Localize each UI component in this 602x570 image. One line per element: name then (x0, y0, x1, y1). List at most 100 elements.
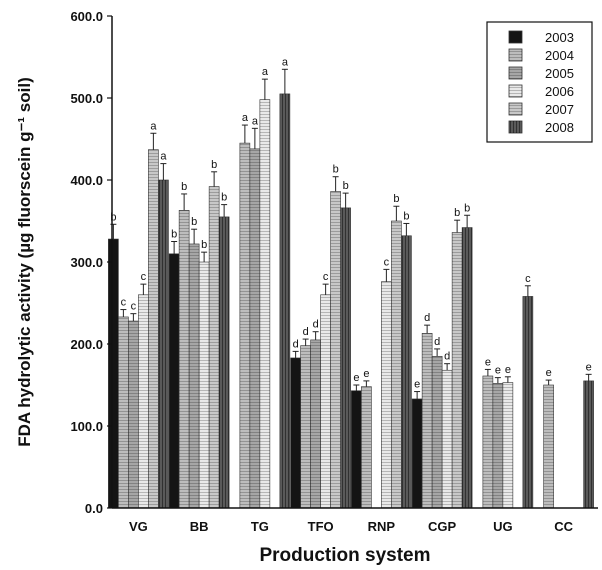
significance-label: b (221, 192, 227, 204)
bar-VG-2003 (108, 238, 119, 509)
significance-label: d (303, 326, 309, 338)
significance-label: d (424, 312, 430, 324)
legend-swatch-texture (509, 103, 522, 115)
bar-texture (279, 93, 290, 509)
y-tick-label: 200.0 (70, 337, 103, 352)
x-tick-label: CC (554, 519, 573, 534)
bar-texture (310, 339, 321, 508)
x-tick-labels: VG BB TG TFO RNP CGP UG CC (129, 519, 574, 534)
significance-label: b (343, 180, 349, 192)
legend-label-2004: 2004 (545, 48, 574, 63)
significance-label: a (252, 115, 259, 127)
bar-texture (330, 191, 341, 509)
significance-label: c (525, 273, 531, 285)
legend-label-2008: 2008 (545, 120, 574, 135)
bar-texture (148, 149, 159, 508)
legend: 2003 2004 2005 2006 2007 2008 (486, 21, 593, 143)
significance-label: e (485, 356, 491, 368)
significance-label: b (171, 229, 177, 241)
y-tick-label: 100.0 (70, 419, 103, 434)
bar-texture (340, 207, 351, 508)
legend-swatch-texture (509, 121, 522, 133)
bar-texture (219, 216, 230, 508)
legend-swatch-texture (509, 67, 522, 79)
significance-label: a (242, 112, 249, 124)
legend-label-2007: 2007 (545, 102, 574, 117)
legend-swatch-texture (509, 49, 522, 61)
bar-RNP-2003 (351, 390, 362, 509)
bar-texture (179, 210, 190, 508)
bar-texture (391, 221, 402, 508)
bar-texture (361, 386, 372, 508)
significance-label: c (141, 271, 147, 283)
bar-TFO-2003 (290, 357, 301, 509)
y-tick-label: 500.0 (70, 91, 103, 106)
bar-texture (209, 186, 220, 508)
significance-label: b (454, 207, 460, 219)
bar-texture (583, 380, 594, 508)
axes (107, 15, 598, 509)
bar-texture (138, 294, 149, 508)
significance-label: b (110, 211, 116, 223)
significance-label: c (131, 301, 137, 313)
significance-label: d (444, 351, 450, 363)
bar-texture (422, 333, 433, 508)
significance-label: d (293, 338, 299, 350)
y-tick-label: 400.0 (70, 173, 103, 188)
significance-label: e (363, 368, 369, 380)
y-tick-labels: 0.0 100.0 200.0 300.0 400.0 500.0 600.0 (70, 9, 103, 516)
bar-texture (452, 232, 463, 509)
bar-texture (158, 180, 169, 508)
significance-label: d (313, 319, 319, 331)
bar-texture (432, 356, 443, 508)
significance-label: e (505, 364, 511, 376)
legend-box (486, 21, 593, 143)
bar-texture (543, 385, 554, 508)
x-tick-label: TG (251, 519, 269, 534)
significance-label: a (282, 56, 289, 68)
significance-label: e (546, 367, 552, 379)
legend-label-2005: 2005 (545, 66, 574, 81)
x-tick-label: BB (190, 519, 209, 534)
x-tick-label: VG (129, 519, 148, 534)
significance-label: b (403, 210, 409, 222)
legend-label-2003: 2003 (545, 30, 574, 45)
bar-texture (522, 296, 533, 508)
x-tick-label: TFO (308, 519, 334, 534)
bar-texture (492, 383, 503, 508)
legend-swatch-texture (509, 85, 522, 97)
bar-texture (502, 382, 513, 508)
bar-texture (239, 143, 250, 508)
bar-texture (118, 316, 129, 508)
bar-BB-2003 (168, 253, 180, 509)
bar-CGP-2003 (411, 398, 423, 509)
bar-texture (249, 148, 260, 508)
x-tick-label: UG (493, 519, 513, 534)
bar-texture (199, 262, 210, 508)
y-axis-title: FDA hydrolytic activity (µg fluorscein g… (15, 77, 34, 447)
significance-label: c (121, 297, 127, 309)
y-tick-label: 600.0 (70, 9, 103, 24)
significance-label: b (211, 159, 217, 171)
y-tick-label: 0.0 (85, 501, 103, 516)
significance-label: b (464, 202, 470, 214)
significance-label: a (150, 120, 157, 132)
legend-label-2006: 2006 (545, 84, 574, 99)
significance-label: e (495, 365, 501, 377)
bar-texture (442, 370, 453, 508)
significance-label: b (181, 181, 187, 193)
bar-texture (401, 235, 412, 508)
significance-label: b (191, 216, 197, 228)
significance-label: d (434, 336, 440, 348)
legend-swatch-2003 (508, 30, 523, 44)
significance-label: b (201, 239, 207, 251)
bar-texture (381, 281, 392, 508)
bar-texture (128, 321, 139, 508)
significance-label: c (323, 271, 329, 283)
x-tick-label: CGP (428, 519, 457, 534)
y-tick-label: 300.0 (70, 255, 103, 270)
bar-texture (482, 375, 493, 508)
significance-label: b (333, 164, 339, 176)
significance-label: a (262, 66, 269, 78)
